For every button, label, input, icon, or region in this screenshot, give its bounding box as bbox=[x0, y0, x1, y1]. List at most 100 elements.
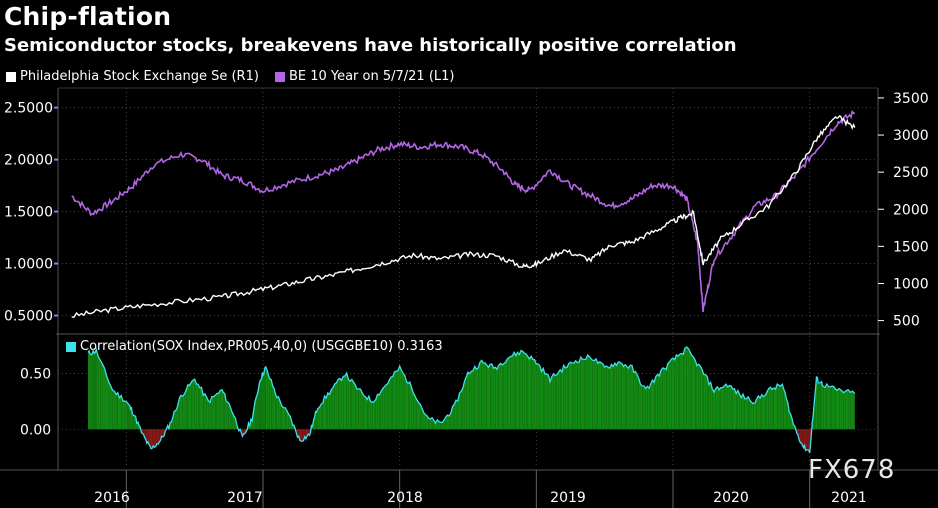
correlation-area-segment bbox=[321, 402, 323, 430]
correlation-area-segment bbox=[650, 380, 653, 430]
correlation-area-segment bbox=[356, 388, 359, 430]
correlation-area-segment bbox=[758, 395, 761, 430]
correlation-area-segment bbox=[661, 367, 663, 430]
correlation-area-segment bbox=[534, 359, 537, 430]
correlation-area-segment bbox=[708, 382, 711, 430]
correlation-area-segment bbox=[819, 382, 821, 430]
correlation-area-segment bbox=[681, 353, 684, 430]
correlation-area-segment bbox=[150, 429, 153, 449]
correlation-area-segment bbox=[623, 364, 626, 430]
left-axis-tick-label: 0.5000 bbox=[4, 309, 53, 325]
correlation-area-segment bbox=[802, 429, 804, 448]
correlation-area-segment bbox=[406, 381, 409, 430]
correlation-area-segment bbox=[382, 386, 385, 430]
correlation-area-segment bbox=[375, 394, 378, 430]
correlation-area-segment bbox=[176, 403, 179, 430]
correlation-area-segment bbox=[666, 363, 668, 430]
correlation-area-segment bbox=[806, 429, 808, 450]
correlation-area-segment bbox=[461, 387, 463, 430]
correlation-area-segment bbox=[215, 393, 217, 430]
correlation-area-segment bbox=[823, 386, 826, 430]
correlation-area-segment bbox=[281, 405, 284, 430]
correlation-area-segment bbox=[401, 370, 404, 430]
correlation-area-segment bbox=[529, 356, 532, 430]
correlation-area-segment bbox=[722, 385, 725, 430]
correlation-area-segment bbox=[218, 390, 221, 430]
correlation-area-segment bbox=[659, 370, 662, 430]
correlation-area-segment bbox=[243, 429, 245, 434]
correlation-area-segment bbox=[331, 387, 334, 430]
correlation-area-segment bbox=[404, 375, 407, 430]
correlation-area-segment bbox=[267, 369, 269, 430]
correlation-area-segment bbox=[128, 403, 129, 430]
correlation-area-segment bbox=[343, 375, 345, 430]
correlation-area-segment bbox=[563, 365, 566, 430]
correlation-area-segment bbox=[493, 367, 496, 430]
correlation-area-segment bbox=[720, 387, 723, 430]
correlation-area-segment bbox=[609, 364, 612, 430]
correlation-area-segment bbox=[724, 384, 726, 430]
correlation-area-segment bbox=[773, 388, 776, 430]
correlation-area-segment bbox=[679, 353, 682, 430]
correlation-legend: Correlation(SOX Index,PR005,40,0) (USGGB… bbox=[66, 339, 443, 354]
correlation-area-segment bbox=[613, 363, 615, 430]
correlation-area-segment bbox=[700, 366, 703, 430]
correlation-area-segment bbox=[478, 362, 480, 430]
correlation-area-segment bbox=[449, 412, 451, 430]
correlation-area-segment bbox=[731, 385, 733, 430]
corr-axis-tick-label: 0.00 bbox=[20, 422, 51, 438]
corr-axis-tick-label: 0.50 bbox=[20, 366, 51, 382]
correlation-area-segment bbox=[374, 399, 376, 430]
chart-title: Chip-flation bbox=[4, 2, 172, 31]
correlation-area-segment bbox=[155, 429, 157, 447]
correlation-area-segment bbox=[468, 372, 470, 430]
correlation-area-segment bbox=[710, 382, 713, 430]
correlation-area-segment bbox=[353, 382, 356, 430]
correlation-area-segment bbox=[517, 352, 520, 430]
correlation-area-segment bbox=[394, 371, 397, 430]
correlation-area-segment bbox=[348, 379, 351, 430]
x-tick-label: 2020 bbox=[713, 490, 749, 506]
correlation-area-segment bbox=[483, 362, 486, 430]
correlation-area-segment bbox=[520, 350, 523, 430]
correlation-area-segment bbox=[783, 388, 786, 430]
correlation-area-segment bbox=[95, 349, 97, 430]
correlation-area-segment bbox=[445, 414, 448, 430]
correlation-area-segment bbox=[262, 372, 263, 430]
correlation-area-segment bbox=[652, 380, 655, 430]
correlation-area-segment bbox=[260, 379, 261, 430]
correlation-area-segment bbox=[158, 429, 160, 445]
correlation-area-segment bbox=[819, 382, 820, 430]
correlation-area-segment bbox=[614, 363, 617, 430]
correlation-area-segment bbox=[690, 351, 692, 430]
correlation-area-segment bbox=[592, 360, 595, 430]
correlation-area-segment bbox=[553, 373, 556, 430]
correlation-area-segment bbox=[495, 367, 498, 430]
correlation-area-segment bbox=[707, 376, 709, 430]
correlation-area-segment bbox=[372, 401, 375, 430]
correlation-area-segment bbox=[560, 369, 562, 430]
legend-label-sox: Philadelphia Stock Exchange Se (R1) bbox=[20, 69, 259, 84]
correlation-area-segment bbox=[391, 376, 393, 430]
correlation-area-segment bbox=[199, 387, 202, 430]
x-tick-label: 2019 bbox=[550, 490, 586, 506]
correlation-area-segment bbox=[454, 400, 457, 430]
correlation-area-segment bbox=[705, 374, 708, 430]
correlation-area-segment bbox=[580, 357, 583, 430]
correlation-area-segment bbox=[550, 376, 552, 430]
left-axis-tick-label: 2.5000 bbox=[4, 101, 53, 117]
correlation-area-segment bbox=[519, 350, 521, 430]
x-tick-label: 2016 bbox=[94, 490, 130, 506]
correlation-area-segment bbox=[462, 380, 465, 430]
correlation-area-segment bbox=[189, 382, 192, 430]
correlation-area-segment bbox=[182, 393, 185, 430]
right-axis-tick-label: 500 bbox=[893, 314, 920, 330]
correlation-area-segment bbox=[437, 419, 439, 430]
correlation-area-segment bbox=[845, 389, 849, 430]
correlation-area-segment bbox=[216, 393, 219, 430]
correlation-area-segment bbox=[702, 369, 704, 430]
right-axis-tick-label: 3000 bbox=[893, 128, 929, 144]
correlation-area-segment bbox=[184, 390, 187, 430]
correlation-area-segment bbox=[621, 363, 624, 430]
correlation-area-segment bbox=[208, 400, 211, 430]
